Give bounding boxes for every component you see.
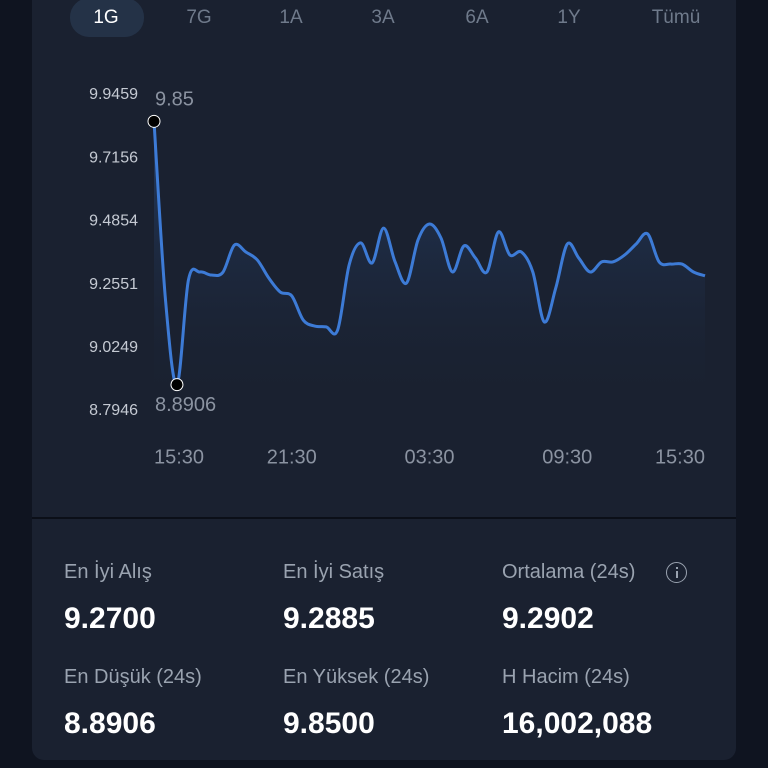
y-tick-label: 9.4854 xyxy=(89,213,138,230)
tab-label[interactable]: 1A xyxy=(279,7,303,28)
x-tick-label: 15:30 xyxy=(655,446,705,468)
y-tick-label: 8.7946 xyxy=(89,402,138,419)
extreme-label: 8.8906 xyxy=(155,394,216,416)
stat: En Düşük (24s) 8.8906 xyxy=(64,666,274,741)
y-tick-label: 9.0249 xyxy=(89,339,138,356)
stat: En Yüksek (24s) 9.8500 xyxy=(283,666,493,741)
extreme-marker xyxy=(147,114,161,128)
stat-value: 9.2902 xyxy=(502,602,594,635)
info-icon[interactable] xyxy=(666,562,687,583)
stat-value: 9.2885 xyxy=(283,602,375,635)
x-tick-label: 15:30 xyxy=(154,446,204,468)
chart: 1G 7G 1A 3A 6A 1Y Tümü 9.9459 9.7156 9.4854 9.2551… xyxy=(32,0,736,519)
extreme-marker xyxy=(170,378,184,392)
tab[interactable]: Tümü xyxy=(652,7,701,28)
stat: En İyi Satış 9.2885 xyxy=(283,561,493,636)
tab-label[interactable]: 1G xyxy=(93,7,118,28)
tab[interactable]: 6A xyxy=(465,7,489,28)
y-tick-label: 9.7156 xyxy=(89,149,138,166)
y-tick-label: 9.2551 xyxy=(89,276,138,293)
stat: H Hacim (24s) 16,002,088 xyxy=(502,666,712,741)
area xyxy=(154,121,705,411)
stat-value: 9.2700 xyxy=(64,602,156,635)
stat-value: 8.8906 xyxy=(64,707,156,740)
x-tick-label: 03:30 xyxy=(404,446,454,468)
tab-label[interactable]: 7G xyxy=(186,7,211,28)
x-tick-label: 09:30 xyxy=(542,446,592,468)
tab-label[interactable]: Tümü xyxy=(652,7,701,28)
tab[interactable]: 1A xyxy=(279,7,303,28)
stat-label: H Hacim (24s) xyxy=(502,666,630,688)
stat-value: 9.8500 xyxy=(283,707,375,740)
tab-active-bg xyxy=(70,0,144,37)
tab[interactable]: 1G xyxy=(70,0,144,37)
tab[interactable]: 7G xyxy=(186,7,211,28)
tab-label[interactable]: 3A xyxy=(371,7,395,28)
stat: En İyi Alış 9.2700 xyxy=(64,561,274,636)
y-tick-label: 9.9459 xyxy=(89,86,138,103)
line xyxy=(152,121,706,387)
stat-label: En Yüksek (24s) xyxy=(283,666,430,688)
stat-label: En İyi Alış xyxy=(64,561,152,583)
stat-label: En İyi Satış xyxy=(283,561,385,583)
tab[interactable]: 1Y xyxy=(557,7,581,28)
x-tick-label: 21:30 xyxy=(267,446,317,468)
stat: Ortalama (24s) 9.2902 xyxy=(502,561,712,636)
stat-label: Ortalama (24s) xyxy=(502,561,636,583)
extreme-label: 9.85 xyxy=(155,89,194,111)
stat-value: 16,002,088 xyxy=(502,707,653,740)
tab-label[interactable]: 1Y xyxy=(557,7,581,28)
tab-label[interactable]: 6A xyxy=(465,7,489,28)
stat-label: En Düşük (24s) xyxy=(64,666,202,688)
tab[interactable]: 3A xyxy=(371,7,395,28)
